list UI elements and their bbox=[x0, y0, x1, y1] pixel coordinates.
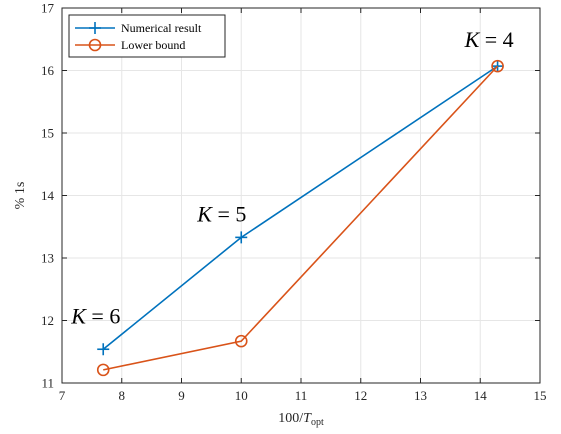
x-tick-label: 11 bbox=[295, 388, 308, 403]
y-tick-label: 14 bbox=[41, 188, 55, 203]
x-tick-label: 10 bbox=[235, 388, 248, 403]
x-axis-label-subscript: opt bbox=[311, 417, 324, 428]
x-axis-label: 100/Topt bbox=[278, 411, 324, 428]
data-point-lower-bound bbox=[96, 363, 110, 377]
x-tick-label: 13 bbox=[414, 388, 427, 403]
series-layer bbox=[96, 59, 504, 377]
annotation-k-label: K = 6 bbox=[70, 303, 120, 328]
x-tick-label: 8 bbox=[119, 388, 126, 403]
y-tick-label: 11 bbox=[41, 376, 54, 391]
legend-item-lower-bound: Lower bound bbox=[75, 38, 185, 52]
legend: Numerical result Lower bound bbox=[68, 14, 226, 58]
grid bbox=[61, 7, 541, 384]
y-tick-label: 16 bbox=[41, 63, 55, 78]
annotation-k-label: K = 4 bbox=[464, 27, 514, 52]
legend-label: Lower bound bbox=[121, 38, 185, 52]
y-tick-label: 12 bbox=[41, 313, 54, 328]
y-axis-label: % 1s bbox=[13, 182, 28, 210]
y-tick-label: 13 bbox=[41, 251, 54, 266]
data-point-numerical-result bbox=[97, 343, 110, 356]
legend-swatch-marker bbox=[88, 38, 102, 52]
series-line-lower-bound bbox=[103, 65, 499, 371]
annotation-variable: K bbox=[70, 303, 87, 328]
annotation-k-label: K = 5 bbox=[196, 201, 246, 226]
series-numerical-result bbox=[97, 60, 504, 356]
x-tick-label: 9 bbox=[178, 388, 185, 403]
x-tick-label: 15 bbox=[534, 388, 547, 403]
data-point-lower-bound bbox=[491, 59, 504, 73]
x-tick-label: 14 bbox=[474, 388, 488, 403]
x-tick-label: 12 bbox=[354, 388, 367, 403]
annotation-variable: K bbox=[464, 27, 481, 52]
legend-item-numerical-result: Numerical result bbox=[75, 21, 202, 35]
data-point-numerical-result bbox=[235, 231, 248, 244]
legend-label: Numerical result bbox=[121, 21, 202, 35]
annotation-value: = 4 bbox=[479, 27, 513, 52]
axis-ticks: 7 8 9 10 11 12 13 14 15 11 12 13 14 15 16 17 bbox=[41, 1, 547, 404]
series-lower-bound bbox=[96, 59, 504, 377]
annotation-value: = 5 bbox=[212, 201, 246, 226]
data-point-lower-bound bbox=[234, 334, 248, 348]
annotations: K = 6K = 5K = 4 bbox=[70, 27, 513, 328]
y-tick-label: 17 bbox=[41, 1, 55, 16]
annotation-value: = 6 bbox=[86, 303, 120, 328]
annotation-variable: K bbox=[196, 201, 213, 226]
y-tick-label: 15 bbox=[41, 126, 54, 141]
legend-swatch-marker bbox=[89, 22, 101, 34]
x-axis-label-base: 100/ bbox=[278, 411, 303, 426]
x-tick-label: 7 bbox=[59, 388, 66, 403]
x-axis-label-variable: T bbox=[303, 411, 312, 426]
